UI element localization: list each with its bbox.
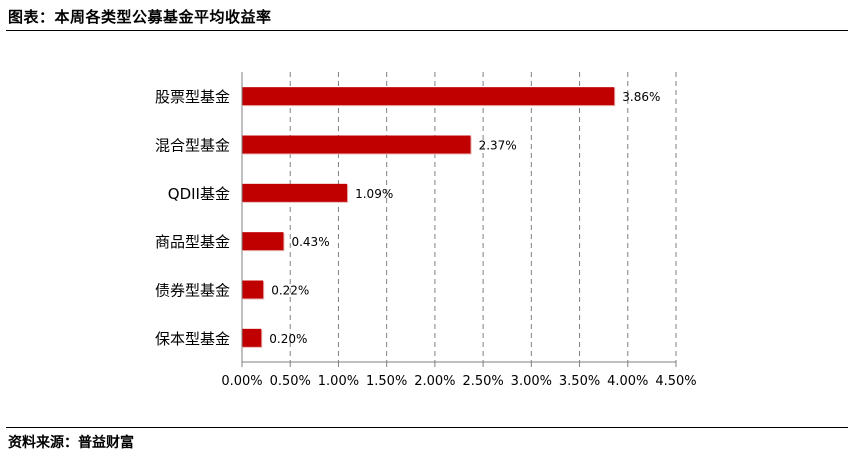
bar bbox=[242, 328, 262, 347]
figure-title: 图表：本周各类型公募基金平均收益率 bbox=[8, 8, 272, 26]
value-label: 0.20% bbox=[269, 332, 307, 346]
axes bbox=[241, 72, 677, 367]
value-label: 3.86% bbox=[622, 90, 660, 104]
x-tick-label: 1.00% bbox=[318, 374, 359, 389]
bar bbox=[242, 135, 471, 154]
bar bbox=[242, 280, 264, 299]
x-tick-label: 3.50% bbox=[559, 374, 600, 389]
value-label: 0.22% bbox=[271, 284, 309, 298]
value-label: 2.37% bbox=[479, 139, 517, 153]
x-tick-label: 0.50% bbox=[270, 374, 311, 389]
bar bbox=[242, 87, 615, 106]
x-tick-label: 2.50% bbox=[462, 374, 503, 389]
x-tick-label: 1.50% bbox=[366, 374, 407, 389]
grid-lines bbox=[289, 72, 677, 362]
x-tick-label: 4.00% bbox=[607, 374, 648, 389]
value-label: 0.43% bbox=[291, 235, 329, 249]
category-label: 股票型基金 bbox=[155, 88, 230, 106]
bottom-rule bbox=[6, 427, 848, 428]
bar bbox=[242, 232, 284, 251]
bars bbox=[242, 87, 616, 348]
value-label: 1.09% bbox=[355, 187, 393, 201]
category-label: 混合型基金 bbox=[155, 137, 230, 155]
labels: 0.00% 0.50% 1.00% 1.50% 2.00% 2.50% 3.00% 3.50%… bbox=[155, 88, 697, 389]
category-label: QDII基金 bbox=[168, 185, 230, 203]
x-tick-label: 4.50% bbox=[655, 374, 696, 389]
category-label: 债券型基金 bbox=[155, 282, 230, 300]
top-rule bbox=[6, 30, 848, 31]
bar bbox=[242, 183, 348, 202]
x-tick-label: 3.00% bbox=[511, 374, 552, 389]
x-tick-label: 0.00% bbox=[221, 374, 262, 389]
x-tick-label: 2.00% bbox=[414, 374, 455, 389]
bar-chart: 0.00% 0.50% 1.00% 1.50% 2.00% 2.50% 3.00% 3.50%… bbox=[155, 72, 697, 389]
source-note: 资料来源：普益财富 bbox=[8, 435, 134, 451]
category-label: 保本型基金 bbox=[155, 330, 230, 348]
category-label: 商品型基金 bbox=[155, 233, 230, 251]
